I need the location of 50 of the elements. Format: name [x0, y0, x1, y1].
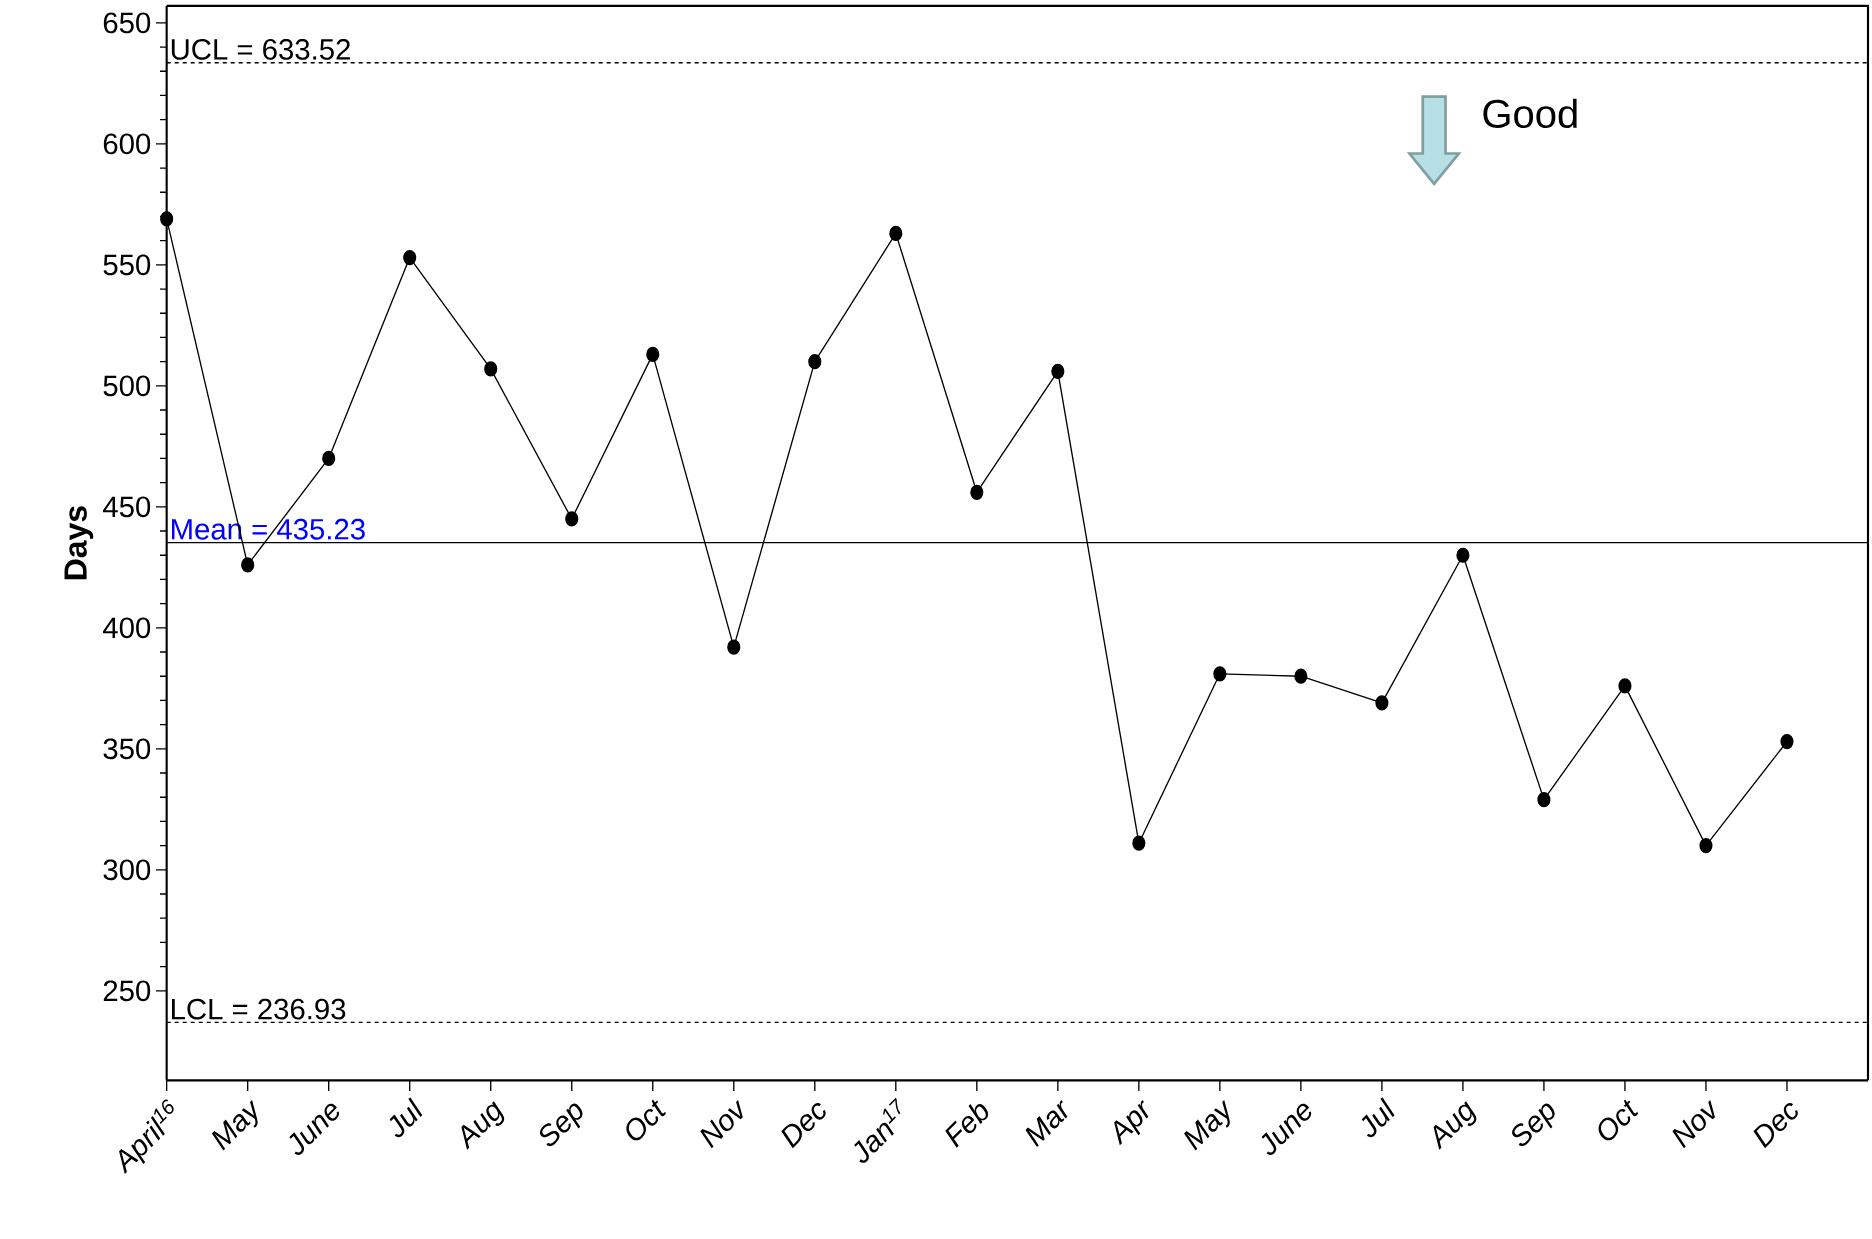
x-tick-label: Apr [1114, 1100, 1149, 1146]
x-tick-label: Jul [389, 1097, 423, 1138]
point [646, 346, 660, 362]
point [727, 639, 741, 655]
annotation: Good [1483, 98, 1577, 129]
point [241, 557, 255, 573]
y-tick-label: 250 [103, 980, 151, 1002]
x-tick-label: Nov [1672, 1099, 1715, 1149]
point [1780, 733, 1794, 750]
point [565, 511, 579, 527]
point [484, 361, 498, 377]
point [1132, 835, 1146, 851]
x-tick-label: Aug [461, 1101, 505, 1150]
y-axis-title: Days [64, 506, 94, 580]
point [1456, 547, 1470, 563]
y-tick-label: 550 [103, 254, 151, 276]
point [322, 450, 336, 467]
x-tick-label: Jul [1361, 1097, 1395, 1138]
x-tick-label: Dec [1753, 1102, 1798, 1149]
y-tick-label: 300 [103, 859, 151, 881]
ref-line-label: UCL = 633.52 [171, 39, 350, 60]
x-tick-label: Oct [626, 1099, 666, 1141]
point [1375, 695, 1389, 711]
x-tick-label: Feb [945, 1104, 989, 1148]
point [1051, 363, 1065, 379]
point [889, 225, 903, 241]
point [403, 249, 417, 266]
y-tick-label: 500 [103, 375, 151, 397]
x-tick-label: Nov [700, 1099, 743, 1149]
point [1537, 792, 1551, 808]
point [1294, 668, 1308, 684]
x-tick-label: Jan$^{17}$ [854, 1097, 901, 1163]
point [1699, 838, 1713, 854]
point [970, 484, 984, 500]
point [808, 354, 822, 370]
point [1618, 678, 1632, 694]
x-tick-label: Oct [1598, 1099, 1639, 1141]
y-tick-label: 600 [103, 133, 151, 155]
x-tick-label: Aug [1433, 1101, 1477, 1150]
y-tick-label: 650 [103, 12, 151, 34]
ref-line-label: LCL = 236.93 [172, 998, 346, 1020]
point [1213, 666, 1227, 682]
x-tick-label: Dec [781, 1102, 826, 1149]
y-tick-label: 350 [103, 738, 151, 760]
y-tick-label: 400 [103, 617, 151, 639]
point [160, 211, 174, 227]
y-tick-label: 450 [103, 496, 151, 518]
x-tick-label: Mar [1025, 1100, 1068, 1148]
x-tick-label: Sep [539, 1103, 583, 1147]
x-tick-label: Sep [1512, 1103, 1555, 1147]
